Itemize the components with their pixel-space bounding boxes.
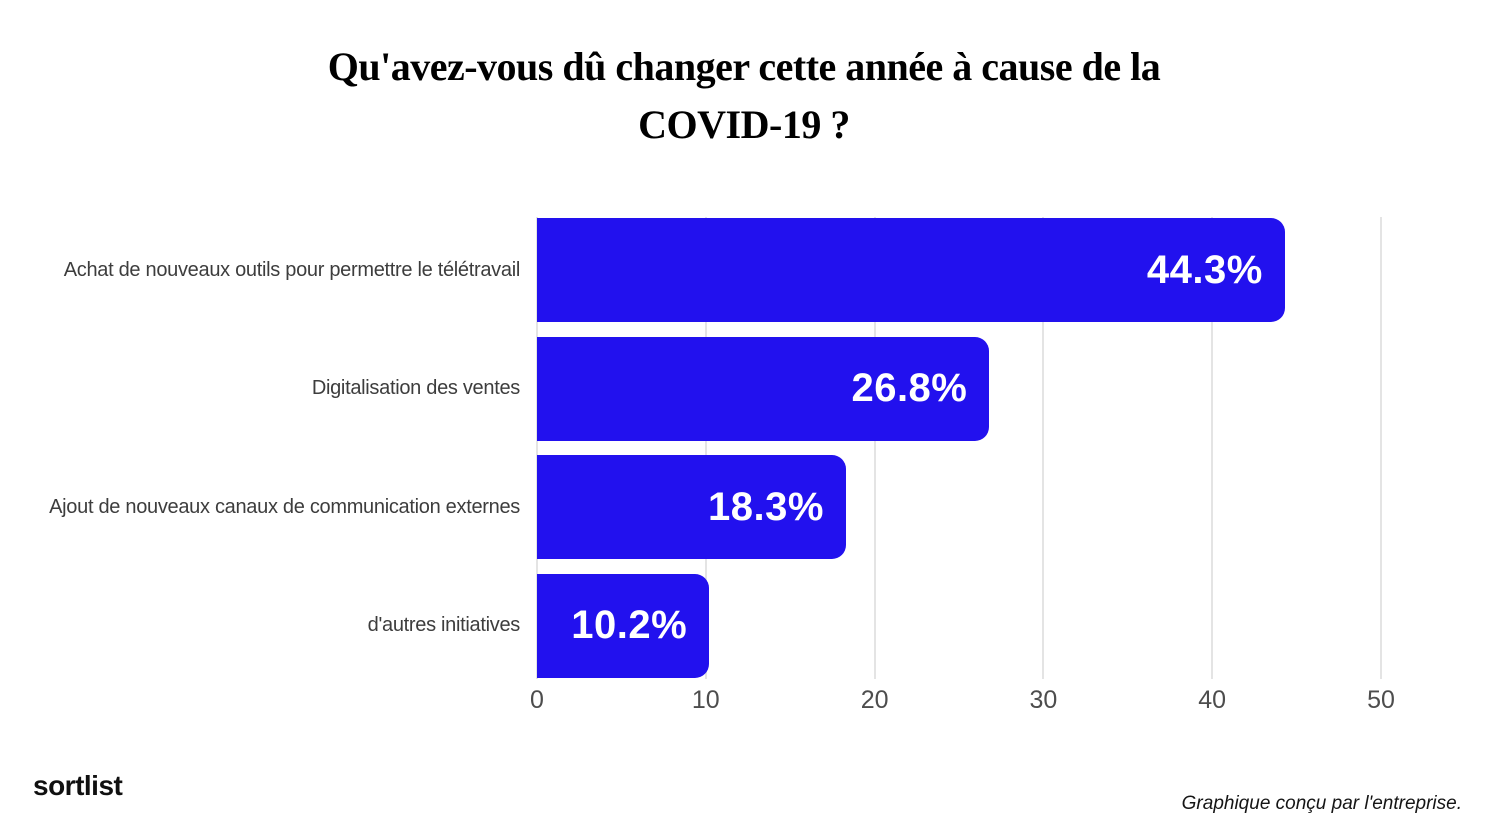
bar: 44.3% <box>537 218 1285 322</box>
value-label: 26.8% <box>851 366 968 410</box>
gridline <box>873 217 876 679</box>
gridline <box>536 217 538 679</box>
category-label: d'autres initiatives <box>367 614 521 636</box>
x-axis-tick-label: 40 <box>1198 686 1227 714</box>
bar: 26.8% <box>537 336 990 441</box>
gridline <box>704 217 707 679</box>
x-axis-tick-label: 0 <box>530 686 544 714</box>
bar: 10.2% <box>537 573 710 678</box>
category-label: Ajout de nouveaux canaux de communicatio… <box>49 495 520 518</box>
gridline <box>1211 217 1214 679</box>
attribution-text: Graphique conçu par l'entreprise. <box>1181 793 1462 814</box>
category-label: Digitalisation des ventes <box>311 377 520 399</box>
chart-title-line-1: Qu'avez-vous dû changer cette année à ca… <box>327 44 1161 89</box>
value-label: 18.3% <box>707 484 824 529</box>
gridline <box>1380 217 1382 679</box>
bar: 18.3% <box>537 455 846 559</box>
gridline <box>1042 217 1045 679</box>
x-axis-tick-label: 10 <box>691 686 720 714</box>
x-axis-tick-label: 20 <box>860 686 889 714</box>
sortlist-logo: sortlist <box>33 770 123 801</box>
value-label: 44.3% <box>1146 247 1263 292</box>
chart-title: Qu'avez-vous dû changer cette année à ca… <box>0 38 1488 154</box>
chart-title-line-2: COVID-19 ? <box>638 102 850 147</box>
category-label: Achat de nouveaux outils pour permettre … <box>63 258 521 281</box>
x-axis-tick-label: 30 <box>1029 686 1058 714</box>
x-axis-tick-label: 50 <box>1367 686 1395 714</box>
value-label: 10.2% <box>571 603 688 647</box>
